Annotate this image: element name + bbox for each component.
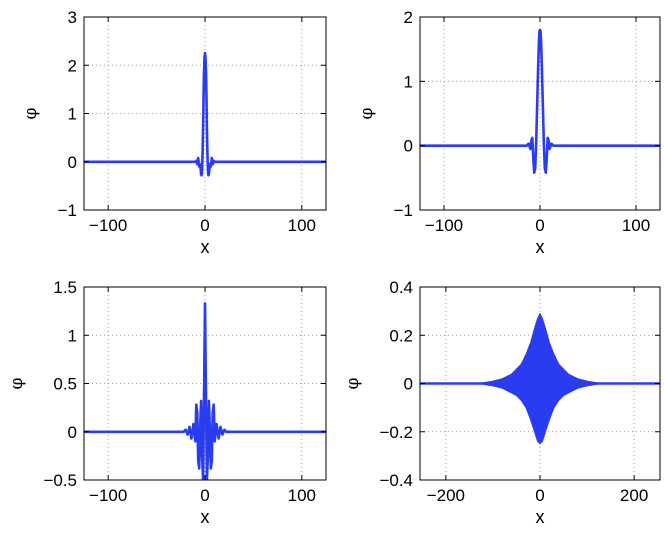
chart-panel-1: −100 0 100 −1 0 1 2 3 x φ xyxy=(21,8,327,257)
data-layer xyxy=(84,302,326,480)
x-tick-label-1: 0 xyxy=(200,486,209,505)
x-tick-label-0: −100 xyxy=(89,486,127,505)
x-tick-label-2: 100 xyxy=(622,216,650,235)
y-tick-label-1: −0.2 xyxy=(379,423,413,442)
x-tick-label-1: 0 xyxy=(535,216,544,235)
chart-panel-2: −100 0 100 −1 0 1 2 x φ xyxy=(357,8,661,257)
y-tick-label-4: 1.5 xyxy=(53,278,77,297)
x-tick-label-2: 100 xyxy=(288,216,316,235)
y-tick-label-1: 0 xyxy=(68,153,77,172)
y-tick-label-1: 0 xyxy=(404,137,413,156)
y-axis-label: φ xyxy=(21,107,41,119)
chart-panel-4: −200 0 200 −0.4 −0.2 0 0.2 0.4 x φ xyxy=(343,278,661,527)
y-tick-label-2: 1 xyxy=(68,105,77,124)
y-tick-label-2: 0.5 xyxy=(53,375,77,394)
data-layer xyxy=(420,28,660,174)
x-tick-label-0: −100 xyxy=(425,216,463,235)
y-tick-label-0: −1 xyxy=(58,201,77,220)
series-line-0 xyxy=(84,51,326,177)
y-tick-label-2: 1 xyxy=(404,72,413,91)
y-tick-label-4: 3 xyxy=(68,8,77,27)
y-axis-label: φ xyxy=(343,377,363,389)
y-axis-label: φ xyxy=(7,377,27,389)
y-tick-label-1: 0 xyxy=(68,423,77,442)
y-tick-label-0: −0.4 xyxy=(379,471,413,490)
y-tick-label-0: −1 xyxy=(394,201,413,220)
x-tick-label-0: −200 xyxy=(427,486,465,505)
data-layer xyxy=(84,51,326,177)
y-tick-label-3: 1 xyxy=(68,326,77,345)
y-tick-label-0: −0.5 xyxy=(43,471,77,490)
x-axis-label: x xyxy=(201,507,210,527)
y-tick-label-4: 0.4 xyxy=(389,278,413,297)
x-tick-label-1: 0 xyxy=(535,486,544,505)
x-tick-label-2: 200 xyxy=(620,486,648,505)
x-axis-label: x xyxy=(201,237,210,257)
y-tick-label-3: 0.2 xyxy=(389,326,413,345)
y-tick-label-2: 0 xyxy=(404,375,413,394)
y-tick-label-3: 2 xyxy=(68,56,77,75)
chart-panel-3: −100 0 100 −0.5 0 0.5 1 1.5 x φ xyxy=(7,278,327,527)
data-layer xyxy=(420,312,660,445)
x-tick-label-1: 0 xyxy=(200,216,209,235)
x-axis-label: x xyxy=(536,507,545,527)
y-axis-label: φ xyxy=(357,107,377,119)
series-envelope-0 xyxy=(420,312,660,445)
series-line-0 xyxy=(420,28,660,174)
x-tick-label-2: 100 xyxy=(288,486,316,505)
series-line-0 xyxy=(84,302,326,480)
y-tick-label-3: 2 xyxy=(404,8,413,27)
x-tick-label-0: −100 xyxy=(89,216,127,235)
x-axis-label: x xyxy=(536,237,545,257)
